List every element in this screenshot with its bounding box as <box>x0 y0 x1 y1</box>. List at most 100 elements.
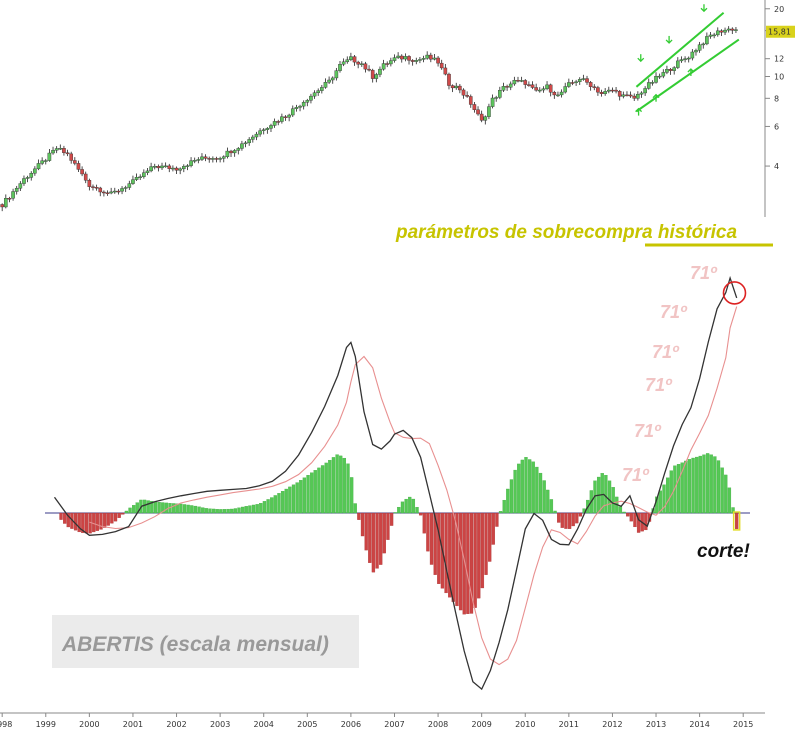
candle-body <box>625 94 629 97</box>
candle-body <box>58 148 63 150</box>
histogram-bar <box>502 499 506 514</box>
histogram-bar <box>59 512 63 520</box>
histogram-bar <box>622 511 626 514</box>
candle-body <box>232 150 237 154</box>
x-tick-label: 2005 <box>297 720 317 729</box>
histogram-bar <box>244 506 248 514</box>
histogram-bar <box>480 512 485 589</box>
histogram-bar <box>386 512 390 540</box>
candle-body <box>334 70 339 79</box>
candle-body <box>610 89 615 92</box>
candle-body <box>516 79 520 82</box>
candle-body <box>701 43 706 46</box>
x-tick-label: 2014 <box>689 720 709 729</box>
candle-body <box>29 173 34 178</box>
candle-body <box>389 60 393 65</box>
histogram-bar <box>698 455 702 514</box>
candle-body <box>705 36 709 45</box>
histogram-bar <box>600 473 604 514</box>
histogram-bar <box>538 472 543 514</box>
histogram-bar <box>255 504 259 514</box>
x-tick-label: 2013 <box>646 720 666 729</box>
candle-body <box>607 89 611 92</box>
candle-body <box>25 177 30 179</box>
histogram-bar <box>607 480 612 514</box>
histogram-bar <box>215 509 219 514</box>
histogram-bar <box>110 512 114 524</box>
candle-body <box>458 85 462 91</box>
histogram-bar <box>128 507 132 514</box>
histogram-bar <box>557 512 561 523</box>
candle-body <box>301 102 306 107</box>
candle-body <box>352 56 357 63</box>
histogram-bar <box>77 512 81 533</box>
candle-body <box>62 148 66 153</box>
candle-body <box>4 198 8 208</box>
candle-body <box>160 165 164 169</box>
candle-body <box>243 142 248 145</box>
x-tick-label: 2003 <box>210 720 230 729</box>
histogram-bar <box>713 456 717 514</box>
candle-body <box>338 64 342 71</box>
histogram-bar <box>422 512 426 534</box>
histogram-bar <box>349 477 354 514</box>
candle-body <box>7 198 12 200</box>
histogram-bar <box>117 512 121 518</box>
histogram-bar <box>291 484 296 514</box>
candle-body <box>552 92 557 96</box>
candle-body <box>312 92 317 97</box>
candle-body <box>192 160 197 162</box>
candle-body <box>171 167 175 170</box>
title-box <box>52 615 359 668</box>
x-tick-label: 2002 <box>166 720 186 729</box>
histogram-bar <box>157 501 161 514</box>
candle-body <box>527 84 531 86</box>
histogram-bar <box>266 499 270 514</box>
candle-body <box>272 121 277 126</box>
histogram-bar <box>578 512 583 517</box>
histogram-bar <box>491 512 495 545</box>
candle-body <box>83 173 88 181</box>
histogram-bar <box>644 512 648 531</box>
histogram-bar <box>230 508 234 514</box>
histogram-bar <box>288 486 292 514</box>
histogram-bar <box>724 474 728 514</box>
histogram-bar <box>179 503 183 514</box>
histogram-bar <box>676 464 681 514</box>
histogram-bar <box>466 512 470 614</box>
histogram-bar <box>629 512 633 522</box>
histogram-bar <box>669 470 673 514</box>
histogram-bar <box>691 457 695 514</box>
annotations: parámetros de sobrecompra histórica 71º … <box>52 222 750 668</box>
channel-upper-line <box>635 11 725 88</box>
histogram-bar <box>509 479 514 514</box>
candle-body <box>359 63 364 65</box>
arrow-head <box>652 93 660 99</box>
candle-body <box>694 50 698 53</box>
candle-body <box>276 121 281 123</box>
histogram-bar <box>208 508 212 514</box>
candle-body <box>559 91 564 96</box>
histogram-bar <box>161 502 165 514</box>
candle-body <box>676 60 680 68</box>
histogram-bar <box>389 512 394 526</box>
histogram-bar <box>339 455 343 514</box>
candle-body <box>679 59 684 62</box>
candle-body <box>523 80 528 85</box>
histogram-bar <box>331 457 336 514</box>
candle-body <box>378 68 382 75</box>
price-tick-label: 20 <box>774 5 784 14</box>
histogram-bar <box>342 457 347 514</box>
histogram-bar <box>277 493 281 514</box>
candle-body <box>356 61 360 65</box>
histogram-bar <box>146 500 150 514</box>
histogram-bar <box>262 501 267 514</box>
candle-body <box>69 153 73 161</box>
histogram-bar <box>153 501 158 514</box>
histogram-bar <box>618 506 623 514</box>
candle-body <box>461 89 466 96</box>
histogram-bar <box>121 512 125 515</box>
channel-lower-line <box>635 38 740 113</box>
candle-body <box>636 93 640 99</box>
